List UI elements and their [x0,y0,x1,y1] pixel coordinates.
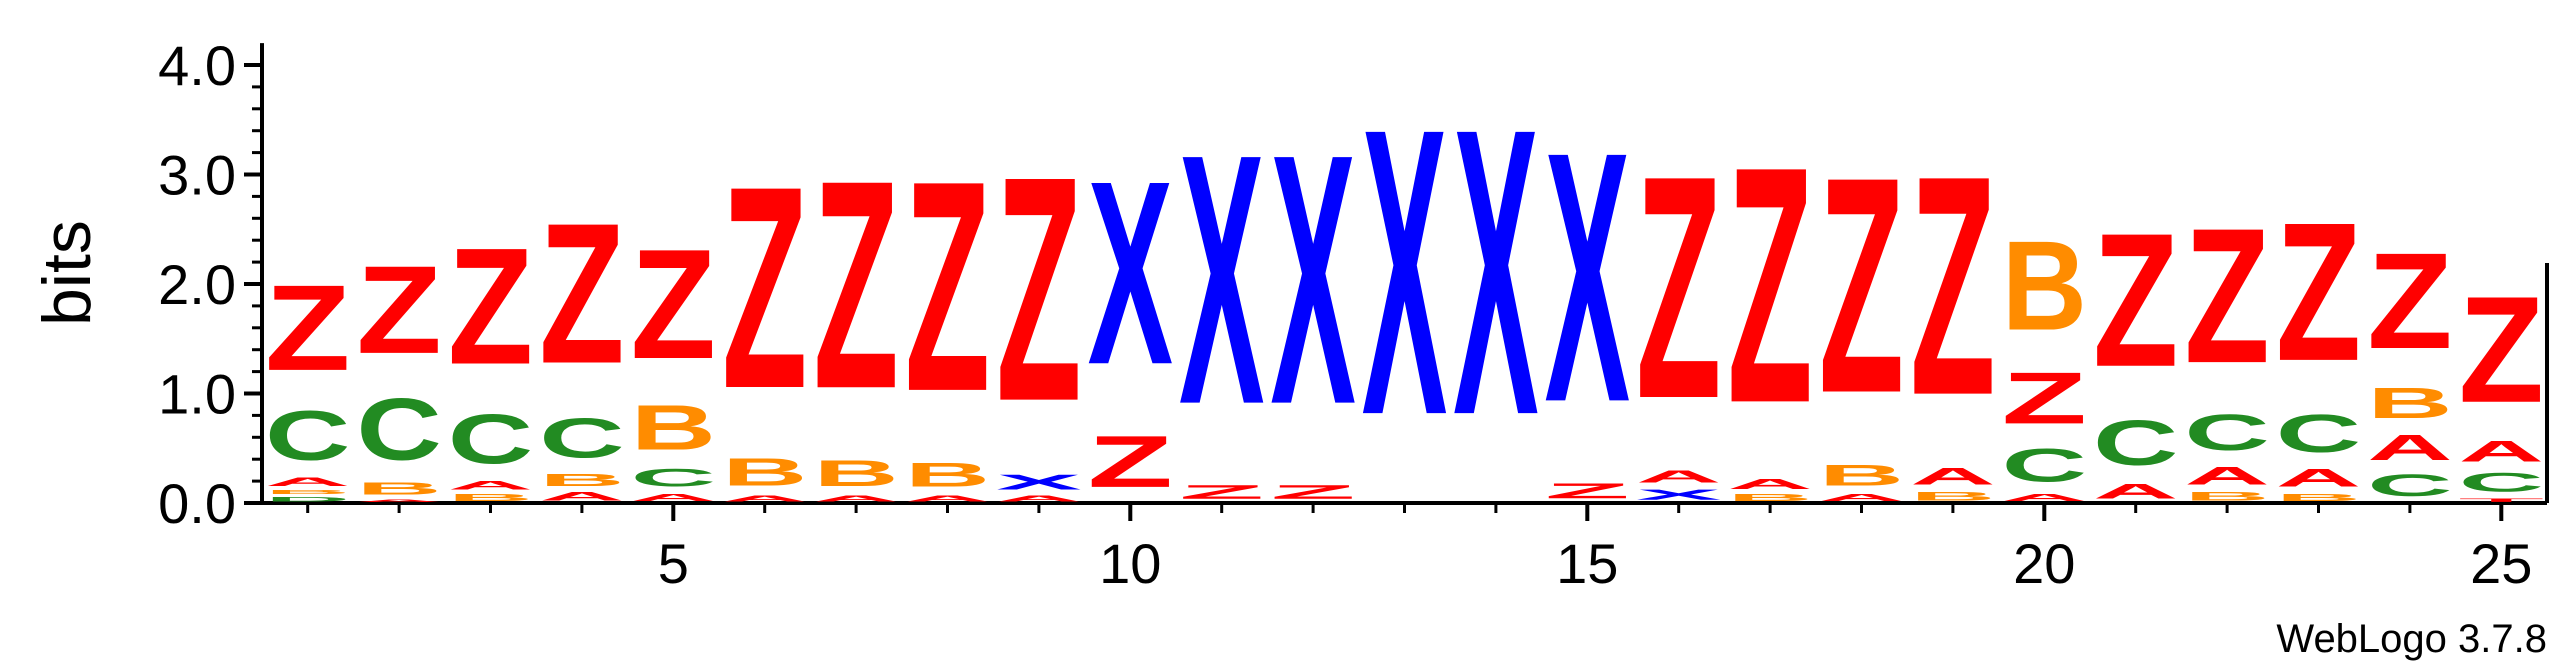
x-ticks: 5 10 15 20 25 [306,503,2532,595]
logo-letter-b: B [813,453,898,495]
logo-letter-z: Z [265,259,350,396]
logo-letter-z: Z [1636,111,1721,466]
logo-letter-x: X [1636,487,1721,503]
logo-letter-c: C [2093,408,2178,479]
x-tick-label: 5 [658,532,689,595]
logo-letter-b: B [2184,490,2269,503]
logo-letter-z: Z [2367,225,2452,377]
logo-letter-a: A [996,494,1081,503]
y-axis-label: bits [29,220,105,326]
logo-letter-b: B [2002,216,2087,358]
logo-letter-x: X [1453,45,1539,501]
logo-letter-b: B [1910,490,1995,503]
logo-letter-a: A [2093,479,2178,503]
y-tick-label: 1.0 [158,363,236,426]
logo-letter-b: B [1727,492,1812,503]
logo-letter-c: C [2459,468,2544,498]
logo-letter-a: A [631,492,716,503]
weblogo-version-label: WebLogo 3.7.8 [2276,617,2547,661]
logo-letter-z: Z [1545,479,1630,503]
y-ticks: 0.0 1.0 2.0 3.0 4.0 [158,34,262,535]
logo-letter-z: Z [2276,182,2361,402]
y-tick-label: 2.0 [158,253,236,316]
logo-letter-a: A [813,494,898,503]
logo-letter-z: Z [539,182,624,406]
y-tick-label: 4.0 [158,34,236,97]
logo-letter-c: C [448,400,533,479]
logo-letter-z: Z [905,118,990,454]
logo-letter-a: A [2184,462,2269,490]
logo-letter-z: Z [631,218,716,392]
logo-letter-x: X [996,470,1081,494]
logo-letter-z: Z [2459,265,2544,434]
logo-letter-a: A [1819,492,1904,503]
logo-letter-z: Z [813,120,898,451]
logo-letter-b: B [631,393,716,464]
logo-letter-z: Z [1910,112,1995,461]
logo-letter-a: A [1910,463,1995,490]
logo-letter-b: B [722,450,807,494]
logo-letter-z: Z [356,241,441,381]
logo-letter-z: Z [1727,96,1812,474]
logo-letter-a: A [1636,467,1721,487]
x-tick-label: 15 [1556,532,1618,595]
logo-letter-a: A [539,490,624,503]
logo-letter-c: C [2367,468,2452,503]
logo-letter-z: Z [2184,188,2269,403]
logo-letter-b: B [2276,492,2361,503]
logo-letter-x: X [1545,77,1631,476]
logo-letter-c: C [539,406,624,470]
logo-letter-a: A [356,499,441,503]
logo-letter-c: C [2276,404,2361,464]
logo-letter-z: Z [1270,481,1355,503]
logo-letter-a: A [722,494,807,503]
logo-letter-c: C [2002,440,2087,492]
logo-letter-x: X [1179,79,1265,478]
logo-letter-a: A [1727,476,1812,492]
logo-letter-a: A [2459,435,2544,468]
logo-letter-z: Z [1179,481,1264,503]
logo-letter-z: Z [2002,357,2087,439]
y-tick-label: 3.0 [158,144,236,207]
logo-letter-z: Z [722,127,807,449]
logo-letter-a: A [2367,427,2452,468]
logo-letter-b: B [265,489,350,496]
logo-letter-b: B [356,479,441,499]
logo-letter-a: A [265,476,350,489]
logo-letter-b: B [539,470,624,490]
logo-letter-d: D [265,495,350,503]
logo-letter-c: C [356,381,441,479]
logo-letter-z: Z [448,213,533,399]
logo-letter-a: A [905,494,990,503]
logo-letter-a: A [448,479,533,492]
x-tick-label: 10 [1099,532,1161,595]
logo-letter-a: A [2276,464,2361,492]
logo-letter-c: C [2184,405,2269,461]
logo-letter-a: A [2002,492,2087,503]
y-tick-label: 0.0 [158,472,236,535]
logo-letter-z: Z [2093,195,2178,407]
logo-letter-z: Z [996,111,1081,469]
logo-letter-x: X [1270,79,1356,478]
logo-letter-x: X [1088,126,1173,420]
logo-letter-c: C [631,464,716,492]
logo-letter-t: T [2459,497,2544,502]
logo-letter-b: B [448,492,533,503]
logo-letter-b: B [905,456,990,494]
logo-letter-c: C [265,396,350,475]
logo-letter-b: B [1819,459,1904,492]
logo-letter-x: X [1362,45,1448,501]
x-tick-label: 20 [2013,532,2075,595]
x-tick-label: 25 [2470,532,2532,595]
logo-letter-z: Z [1088,421,1173,503]
logo-letter-b: B [2367,378,2452,427]
logo-letter-z: Z [1819,113,1904,457]
